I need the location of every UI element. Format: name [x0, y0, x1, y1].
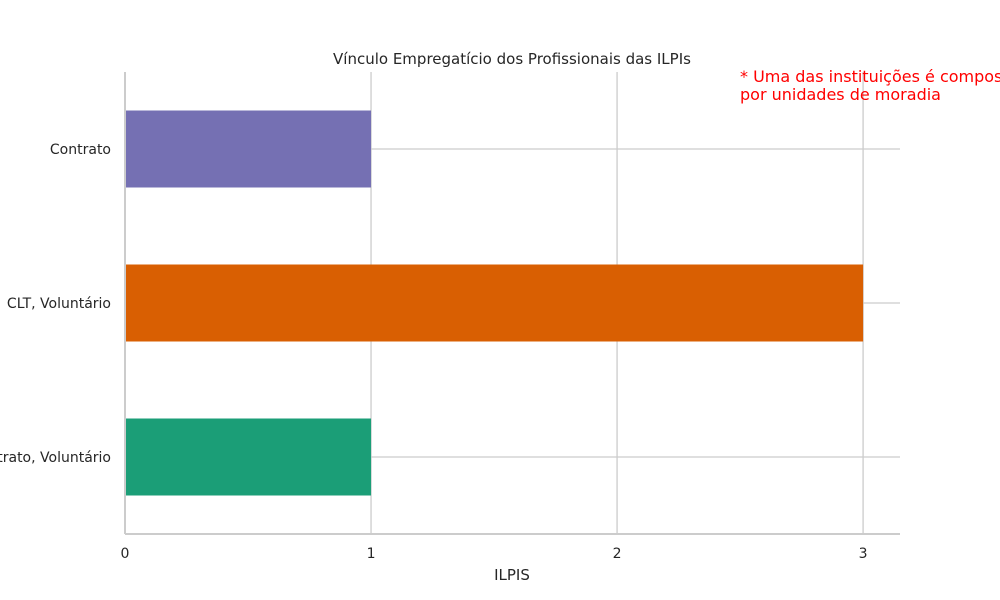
bar — [125, 418, 372, 496]
annotation-line-2: por unidades de moradia — [740, 85, 941, 104]
annotation-line-1: * Uma das instituições é composta — [740, 67, 1000, 86]
chart-annotation: * Uma das instituições é composta por un… — [740, 68, 1000, 104]
chart-title: Vínculo Empregatício dos Profissionais d… — [333, 50, 691, 68]
axes — [124, 72, 900, 535]
x-tick-label: 0 — [121, 546, 130, 562]
x-tick-label: 3 — [859, 546, 868, 562]
tick-labels: Contrato CLT, Voluntário Contrato, Voluntá… — [0, 142, 868, 562]
y-tick-label: Contrato, Voluntário — [0, 450, 111, 466]
x-axis-label: ILPIS — [494, 566, 530, 584]
x-tick-label: 1 — [367, 546, 376, 562]
bars — [125, 110, 864, 496]
x-tick-label: 2 — [613, 546, 622, 562]
y-tick-label: CLT, Voluntário — [7, 296, 111, 312]
bar — [125, 110, 372, 188]
y-tick-label: Contrato — [50, 142, 111, 158]
bar — [125, 264, 864, 342]
